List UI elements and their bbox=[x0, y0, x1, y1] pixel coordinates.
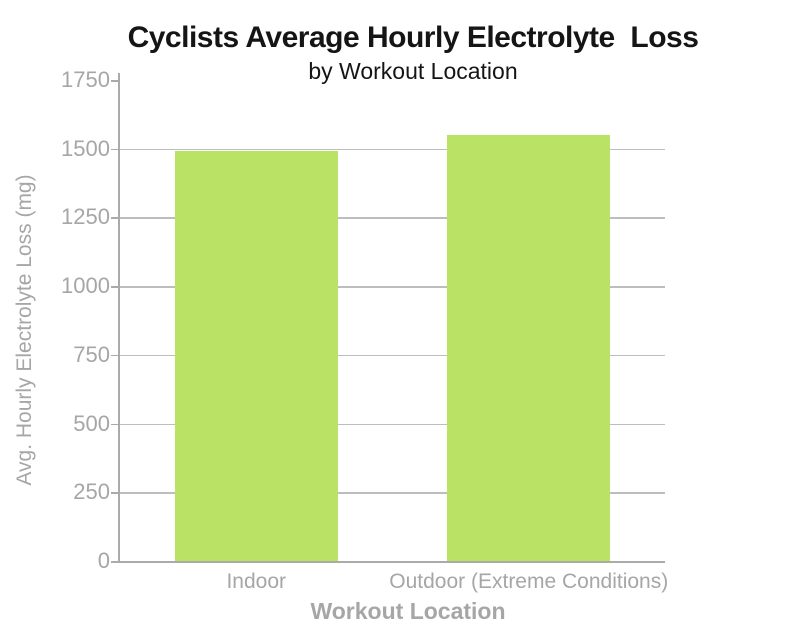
gridline bbox=[120, 217, 665, 219]
y-tick-mark bbox=[111, 217, 118, 220]
y-tick-label: 750 bbox=[73, 341, 110, 367]
bar-outdoor-extreme-conditions bbox=[447, 134, 611, 561]
y-tick-mark bbox=[111, 80, 118, 82]
x-tick-label: Outdoor (Extreme Conditions) bbox=[389, 570, 669, 593]
y-tick-mark bbox=[111, 492, 118, 494]
gridline bbox=[120, 423, 665, 425]
y-axis-label: Avg. Hourly Electrolyte Loss (mg) bbox=[13, 174, 36, 486]
y-tick-label: 1250 bbox=[61, 204, 110, 230]
bar-indoor bbox=[174, 151, 338, 561]
y-tick-mark bbox=[111, 354, 118, 357]
y-tick-mark bbox=[111, 561, 118, 563]
x-axis-label: Workout Location bbox=[310, 598, 506, 624]
gridline bbox=[120, 286, 665, 288]
chart-subtitle: by Workout Location bbox=[308, 58, 518, 84]
y-tick-label: 1750 bbox=[61, 67, 110, 92]
gridline bbox=[120, 492, 665, 494]
y-tick-label: 1000 bbox=[61, 273, 110, 299]
y-tick-mark bbox=[111, 286, 118, 288]
gridline bbox=[120, 354, 665, 357]
y-tick-mark bbox=[111, 148, 118, 151]
y-tick-label: 500 bbox=[73, 410, 110, 436]
x-tick-label: Indoor bbox=[226, 570, 287, 593]
y-tick-label: 0 bbox=[97, 548, 110, 573]
y-tick-label: 250 bbox=[73, 479, 110, 505]
chart-title: Cyclists Average Hourly Electrolyte Loss bbox=[127, 21, 699, 54]
y-tick-label: 1500 bbox=[61, 135, 110, 161]
y-tick-mark bbox=[111, 423, 118, 426]
plot-area: 0 250 500 750 1000 1250 1500 1750 Indoor Outdoor … bbox=[61, 67, 668, 593]
gridline bbox=[120, 148, 665, 151]
